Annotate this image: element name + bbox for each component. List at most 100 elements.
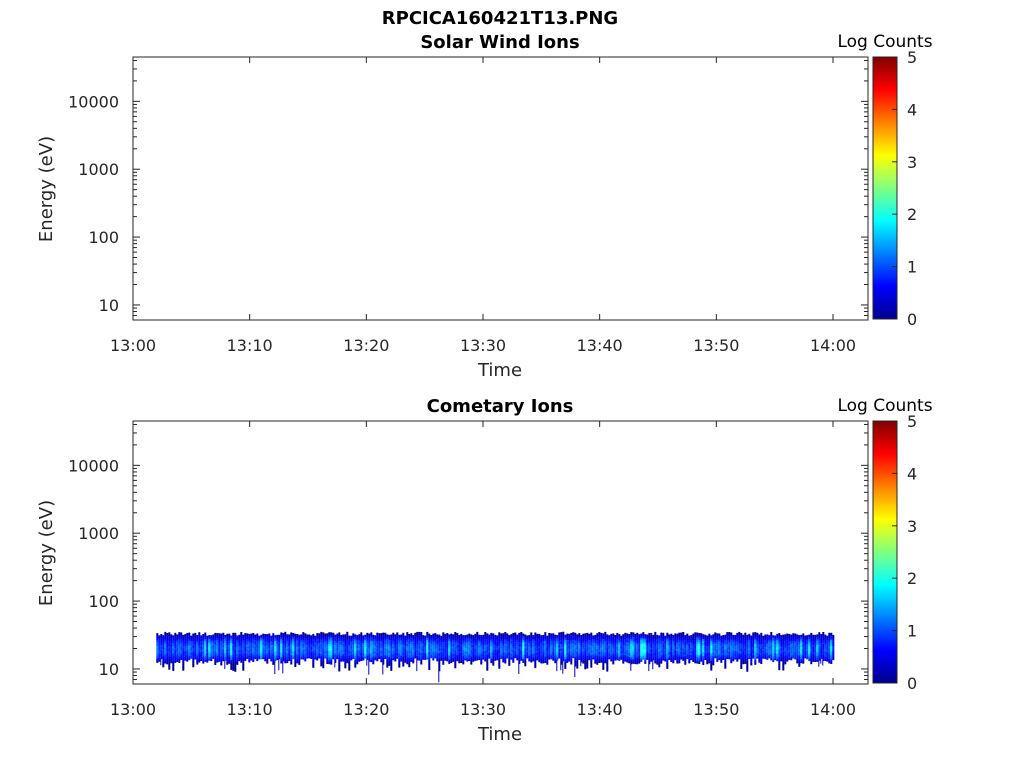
spectrogram-cell [456, 643, 459, 646]
spectrogram-cell [618, 654, 621, 658]
spectrogram-cell [386, 664, 389, 668]
spectrogram-cell [326, 635, 329, 638]
spectrogram-cell [304, 653, 307, 656]
spectrogram-cell [344, 658, 347, 662]
spectrogram-cell [256, 639, 259, 642]
spectrogram-cell [612, 655, 615, 658]
spectrogram-cell [752, 643, 755, 646]
spectrogram-cell [536, 633, 539, 637]
spectrogram-cell [502, 641, 505, 644]
spectrogram-cell [534, 652, 537, 656]
spectrogram-cell [242, 637, 245, 641]
spectrogram-cell [594, 647, 597, 650]
spectrogram-cell [758, 638, 761, 641]
spectrogram-cell [760, 652, 763, 656]
spectrogram-cell [802, 639, 805, 643]
spectrogram-cell [804, 640, 807, 643]
spectrogram-cell [420, 650, 423, 653]
spectrogram-cell [404, 656, 407, 659]
spectrogram-cell [400, 640, 403, 643]
spectrogram-cell [366, 650, 369, 653]
spectrogram-cell [530, 636, 533, 640]
spectrogram-cell [328, 650, 331, 653]
spectrogram-cell [530, 660, 533, 663]
spectrogram-cell [710, 652, 713, 656]
spectrogram-cell [672, 660, 675, 664]
spectrogram-cell [204, 632, 207, 635]
spectrogram-cell [494, 654, 497, 658]
spectrogram-cell [636, 655, 639, 658]
spectrogram-cell [672, 652, 675, 656]
spectrogram-cell [378, 653, 381, 656]
spectrogram-cell [808, 634, 811, 637]
spectrogram-cell [292, 634, 295, 637]
spectrogram-cell [638, 638, 641, 641]
spectrogram-cell [572, 652, 575, 655]
spectrogram-cell [542, 645, 545, 648]
spectrogram-cell [338, 637, 341, 642]
spectrogram-cell [574, 642, 577, 646]
spectrogram-cell [202, 634, 205, 637]
spectrogram-cell [514, 647, 517, 650]
spectrogram-cell [788, 637, 791, 640]
spectrogram-cell [338, 643, 341, 647]
spectrogram-cell [332, 649, 335, 652]
spectrogram-cell [294, 659, 297, 663]
spectrogram-cell [476, 639, 479, 643]
spectrogram-cell [462, 647, 465, 650]
spectrogram-cell [512, 651, 515, 655]
spectrogram-cell [730, 654, 733, 657]
spectrogram-cell [824, 636, 827, 639]
spectrogram-cell [592, 643, 595, 646]
spectrogram-cell [454, 644, 457, 648]
spectrogram-cell [194, 649, 197, 652]
spectrogram-cell [182, 634, 185, 638]
spectrogram-cell [712, 649, 715, 653]
spectrogram-cell [680, 653, 683, 656]
spectrogram-cell [404, 643, 407, 646]
spectrogram-cell [570, 650, 573, 654]
spectrogram-cell [424, 639, 427, 642]
spectrogram-cell [214, 637, 217, 641]
spectrogram-cell [544, 643, 547, 646]
spectrogram-cell [258, 652, 261, 655]
spectrogram-cell [336, 642, 339, 645]
spectrogram-cell [162, 648, 165, 652]
spectrogram-cell [676, 646, 679, 649]
spectrogram-cell [312, 657, 315, 661]
spectrogram-cell [680, 645, 683, 649]
spectrogram-cell [326, 646, 329, 649]
spectrogram-cell [282, 649, 285, 652]
spectrogram-cell [428, 659, 431, 663]
spectrogram-cell [308, 647, 311, 650]
spectrogram-cell [780, 636, 783, 640]
spectrogram-cell [426, 631, 429, 635]
spectrogram-cell [162, 657, 165, 661]
spectrogram-cell [748, 640, 751, 644]
spectrogram-cell [410, 633, 413, 636]
spectrogram-cell [348, 640, 351, 644]
spectrogram-cell [178, 651, 181, 655]
spectrogram-cell [736, 653, 739, 656]
spectrogram-cell [750, 658, 753, 662]
spectrogram-cell [444, 650, 447, 654]
spectrogram-cell [650, 647, 653, 650]
spectrogram-cell [448, 646, 451, 650]
spectrogram-cell [616, 634, 619, 638]
spectrogram-cell [288, 636, 291, 639]
spectrogram-cell [412, 641, 415, 644]
spectrogram-cell [564, 642, 567, 645]
spectrogram-cell [364, 643, 367, 646]
spectrogram-cell [624, 657, 627, 660]
spectrogram-cell [248, 654, 251, 657]
spectrogram-cell [444, 641, 447, 644]
spectrogram-cell [464, 658, 467, 661]
spectrogram-cell [806, 640, 809, 643]
spectrogram-cell [362, 640, 365, 643]
spectrogram-cell [236, 639, 239, 643]
spectrogram-cell [568, 653, 571, 656]
spectrogram-cell [394, 636, 397, 639]
spectrogram-cell [552, 654, 555, 657]
spectrogram-cell [532, 638, 535, 642]
spectrogram-cell [520, 652, 523, 655]
